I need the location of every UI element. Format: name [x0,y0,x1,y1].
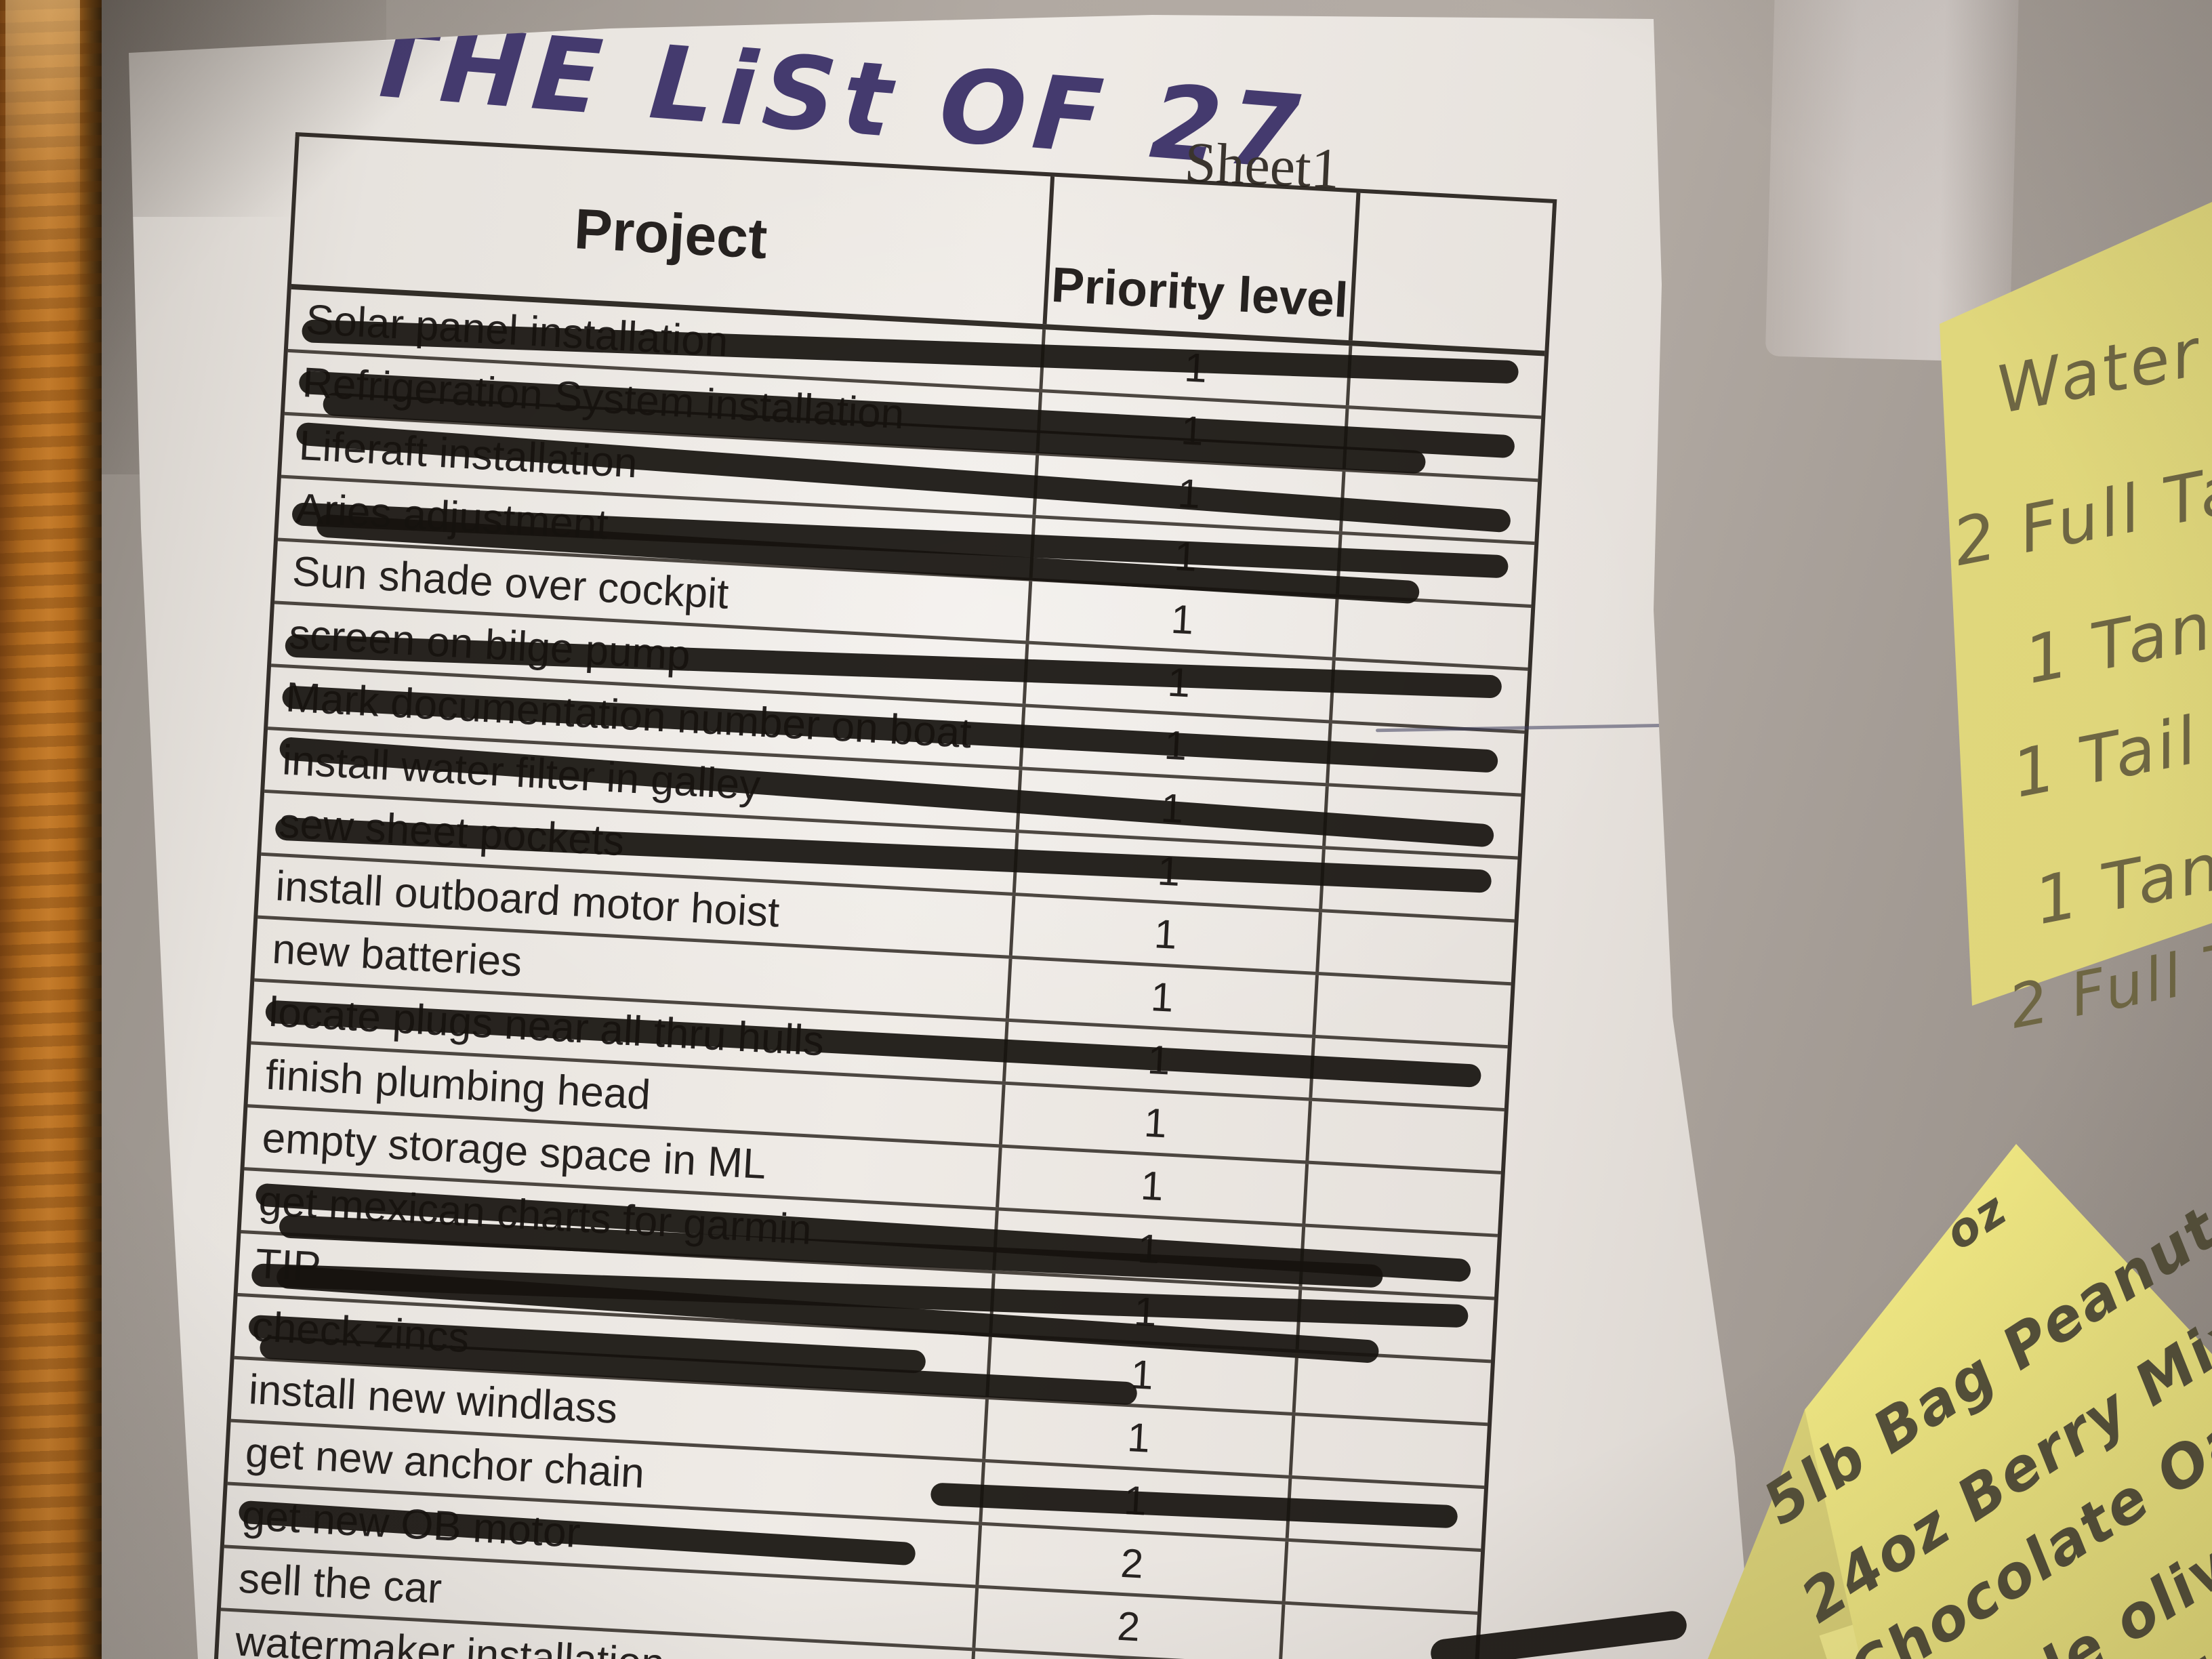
paper-corner-shadow [129,41,478,217]
empty-cell [1315,975,1511,1045]
empty-cell [1296,1353,1491,1422]
wood-highlight [5,0,80,352]
table-rows: Solar panel installation1Refrigeration S… [214,289,1545,1659]
empty-cell [1319,912,1514,982]
empty-cell [1286,1542,1481,1612]
table-header-priority: Priority level [1042,176,1361,341]
empty-cell [1292,1416,1488,1486]
empty-cell [1309,1101,1504,1171]
empty-cell [1305,1164,1500,1234]
empty-cell [1336,598,1531,668]
projects-table: Project Priority level Solar panel insta… [209,132,1557,1659]
table-header-empty [1353,193,1553,351]
